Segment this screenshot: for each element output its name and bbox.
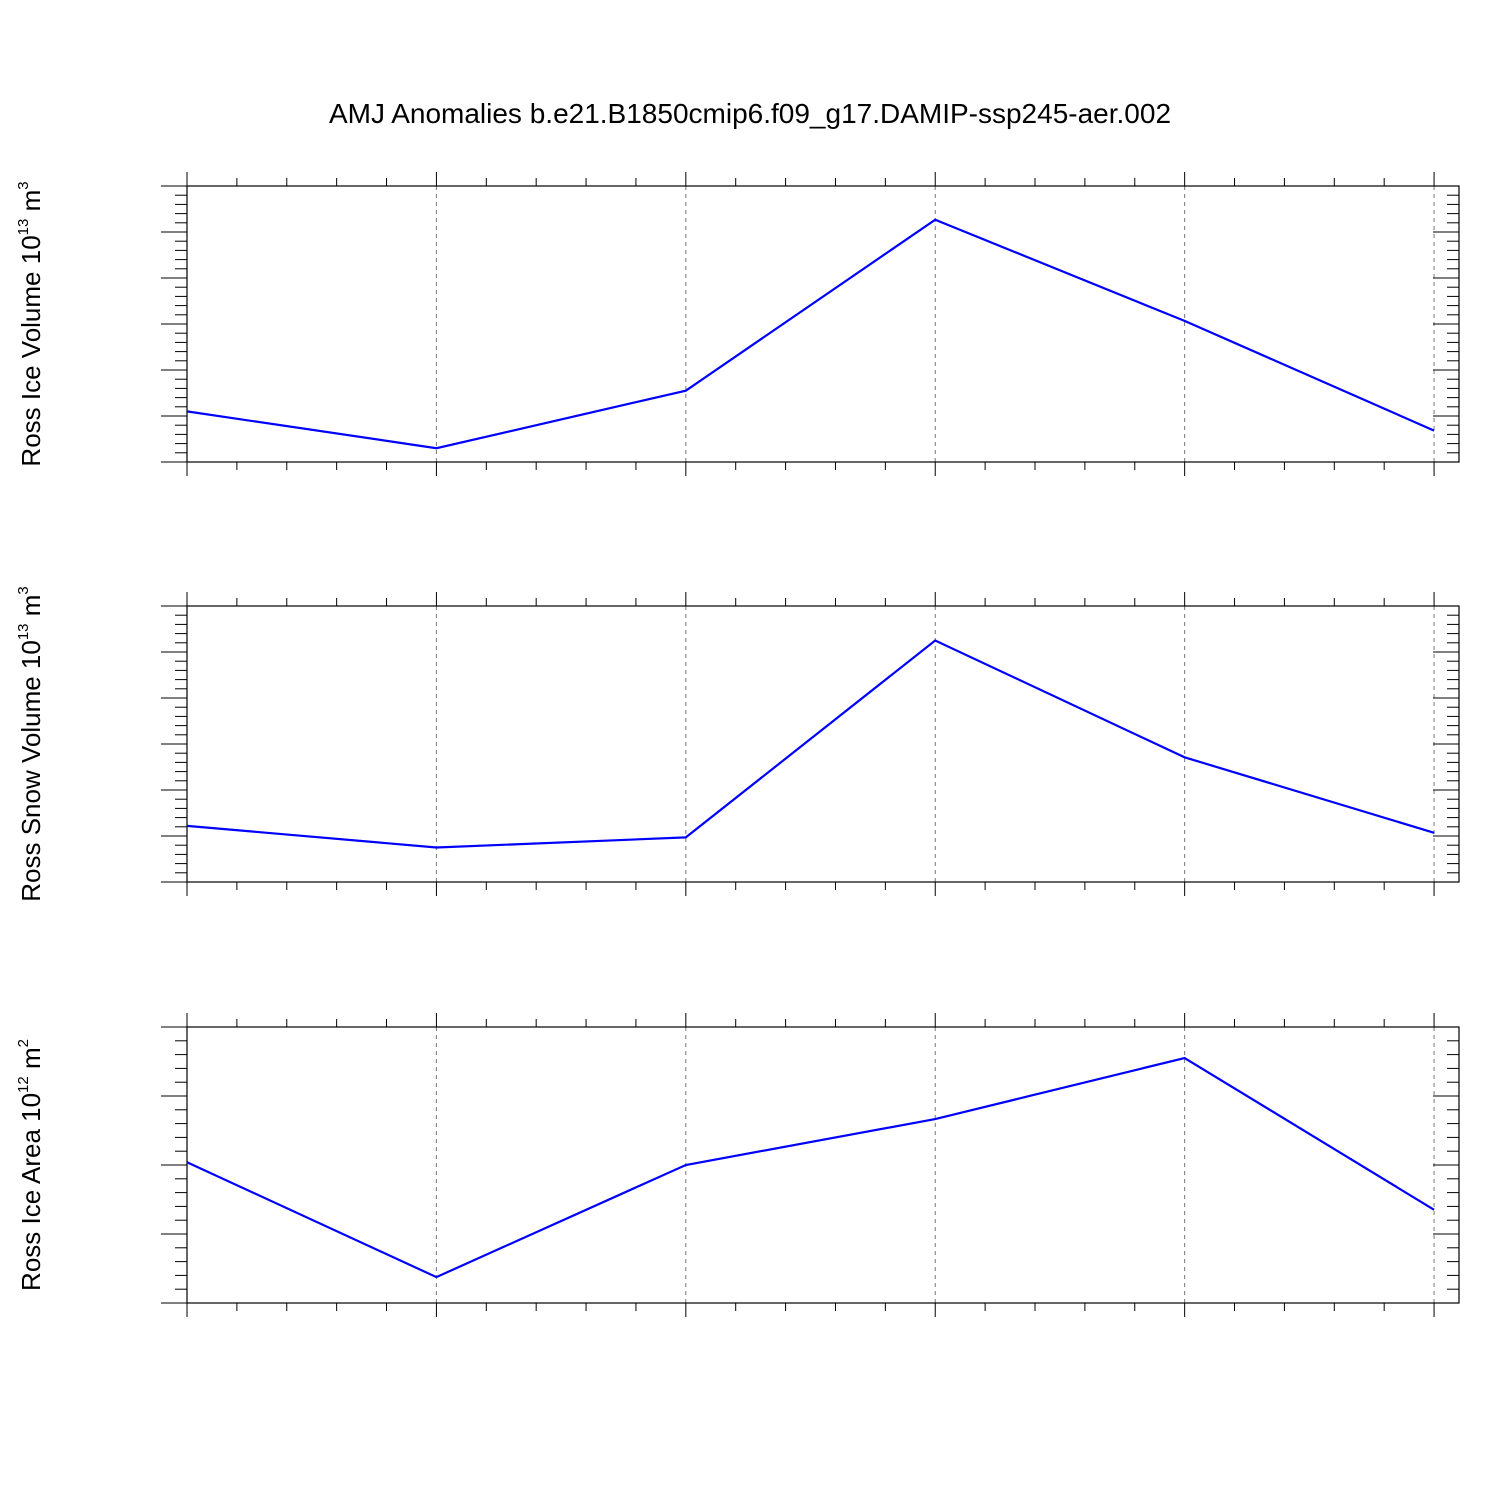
chart-panel-3: Ross Ice Area 1012 m2 [15,1013,1460,1317]
chart-panel-1: Ross Ice Volume 1013 m3 [15,172,1460,476]
y-axis-label: Ross Snow Volume 1013 m3 [15,586,46,902]
y-axis-label-superscript: 13 [15,219,32,236]
y-axis-label-superscript: 13 [15,623,32,640]
y-axis-label-text: Ross Ice Area 10 [16,1093,46,1291]
y-axis-label-text: Ross Ice Volume 10 [16,235,46,466]
chart-panel-2: Ross Snow Volume 1013 m3 [15,586,1460,902]
y-axis-label-text: m [16,595,46,624]
y-axis-label-text: m [16,190,46,219]
series-line [186,1056,1435,1279]
plot-frame [186,605,1460,883]
series-line [186,639,1435,849]
y-axis-label-text: m [16,1047,46,1076]
chart-title: AMJ Anomalies b.e21.B1850cmip6.f09_g17.D… [329,98,1171,129]
plot-frame [186,1026,1460,1304]
plot-frame [186,185,1460,463]
y-axis-label-superscript: 12 [15,1076,32,1093]
y-axis-label-superscript: 3 [15,181,32,189]
y-axis-label: Ross Ice Area 1012 m2 [15,1039,46,1291]
y-axis-label-superscript: 2 [15,1039,32,1047]
y-axis-label-text: Ross Snow Volume 10 [16,640,46,902]
series-line [186,218,1435,450]
y-axis-label: Ross Ice Volume 1013 m3 [15,181,46,466]
y-axis-label-superscript: 3 [15,586,32,594]
